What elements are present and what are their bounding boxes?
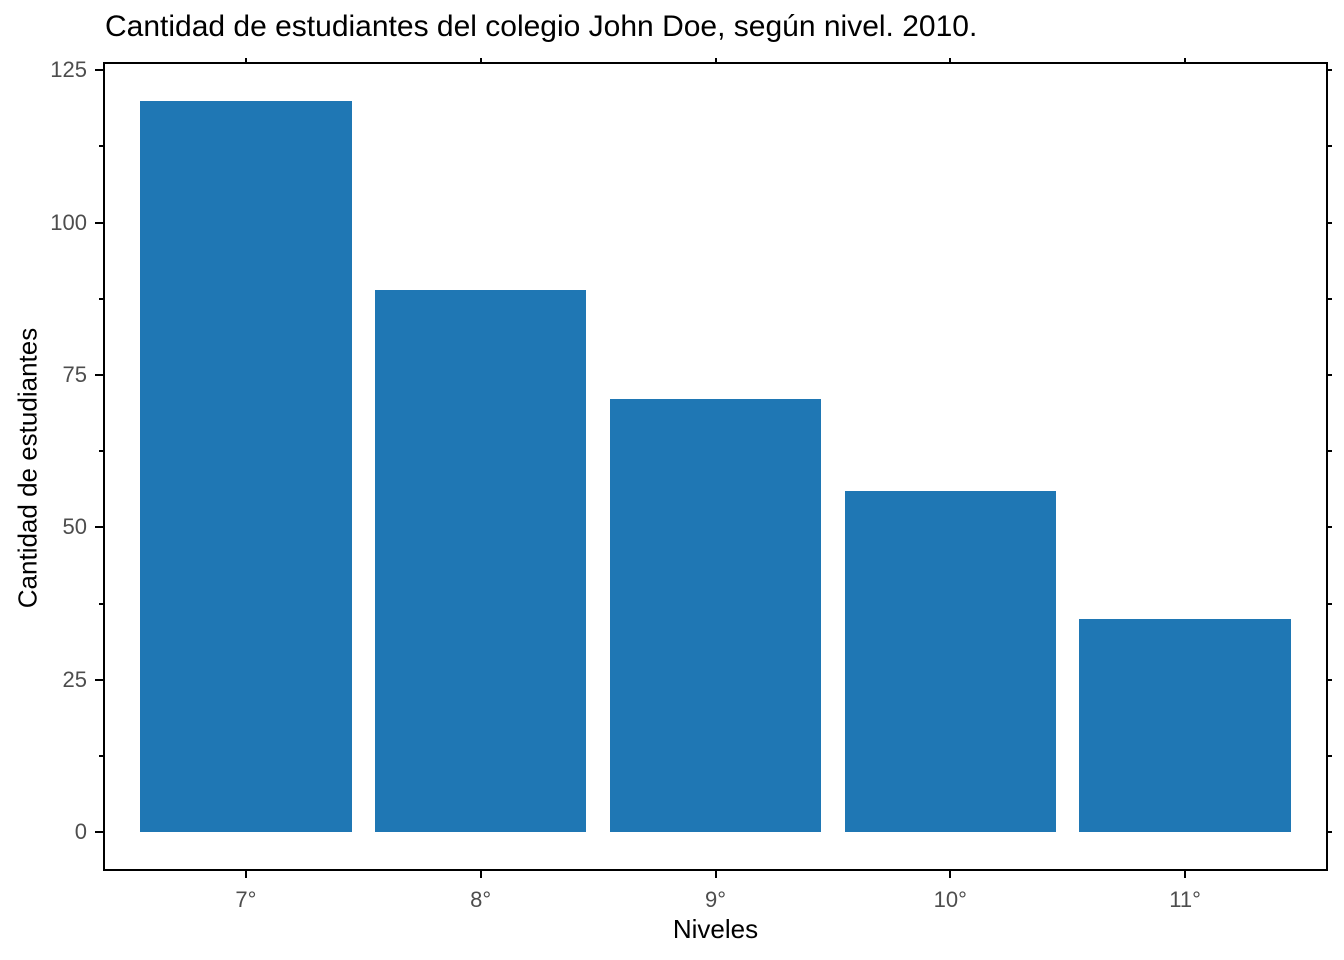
y-major-tick <box>95 221 103 224</box>
x-tick-label: 10° <box>933 887 967 912</box>
y-minor-tick <box>99 755 103 758</box>
y-major-tick <box>95 374 103 377</box>
x-axis-title: Niveles <box>672 914 759 944</box>
chart-title: Cantidad de estudiantes del colegio John… <box>105 10 978 43</box>
y-major-tick <box>95 831 103 834</box>
y-minor-tick <box>99 602 103 605</box>
bar-9° <box>609 399 822 833</box>
right-minor-tick <box>1328 450 1332 453</box>
top-tick <box>714 58 717 62</box>
y-axis-title: Cantidad de estudiantes <box>12 327 43 609</box>
plot-panel: 7° 8° 9° 10° 11° 0 25 50 75 100 125 <box>50 58 1332 912</box>
y-minor-tick <box>99 145 103 148</box>
x-tick <box>244 871 247 878</box>
y-tick-label: 100 <box>50 209 87 235</box>
right-tick <box>1328 831 1332 834</box>
top-tick <box>244 58 247 62</box>
y-tick-label: 125 <box>50 57 87 83</box>
y-minor-tick <box>99 297 103 300</box>
x-tick <box>949 871 952 878</box>
y-major-tick <box>95 526 103 529</box>
top-tick <box>479 58 482 62</box>
y-major-tick <box>95 678 103 681</box>
bar-7° <box>140 100 352 833</box>
x-tick-label: 7° <box>235 887 257 912</box>
y-tick-label: 50 <box>62 514 87 540</box>
bar-10° <box>844 490 1056 833</box>
right-minor-tick <box>1328 145 1332 148</box>
x-tick-label: 9° <box>704 887 727 912</box>
x-tick-label: 11° <box>1169 887 1201 912</box>
right-minor-tick <box>1328 755 1332 758</box>
bar-8° <box>375 289 587 833</box>
bar-11° <box>1079 618 1291 833</box>
x-tick <box>1184 871 1187 878</box>
right-tick <box>1328 374 1332 377</box>
y-tick-label: 0 <box>74 819 87 845</box>
right-minor-tick <box>1328 297 1332 300</box>
right-tick <box>1328 678 1332 681</box>
y-tick-label: 25 <box>62 666 87 692</box>
x-tick <box>714 871 717 878</box>
right-minor-tick <box>1328 602 1332 605</box>
top-tick <box>949 58 952 62</box>
y-major-tick <box>95 69 103 72</box>
top-tick <box>1184 58 1187 62</box>
right-tick <box>1328 221 1332 224</box>
x-tick <box>479 871 482 878</box>
right-tick <box>1328 69 1332 72</box>
right-tick <box>1328 526 1332 529</box>
y-minor-tick <box>99 450 103 453</box>
x-tick-label: 8° <box>470 887 492 912</box>
y-tick-label: 75 <box>62 362 87 388</box>
